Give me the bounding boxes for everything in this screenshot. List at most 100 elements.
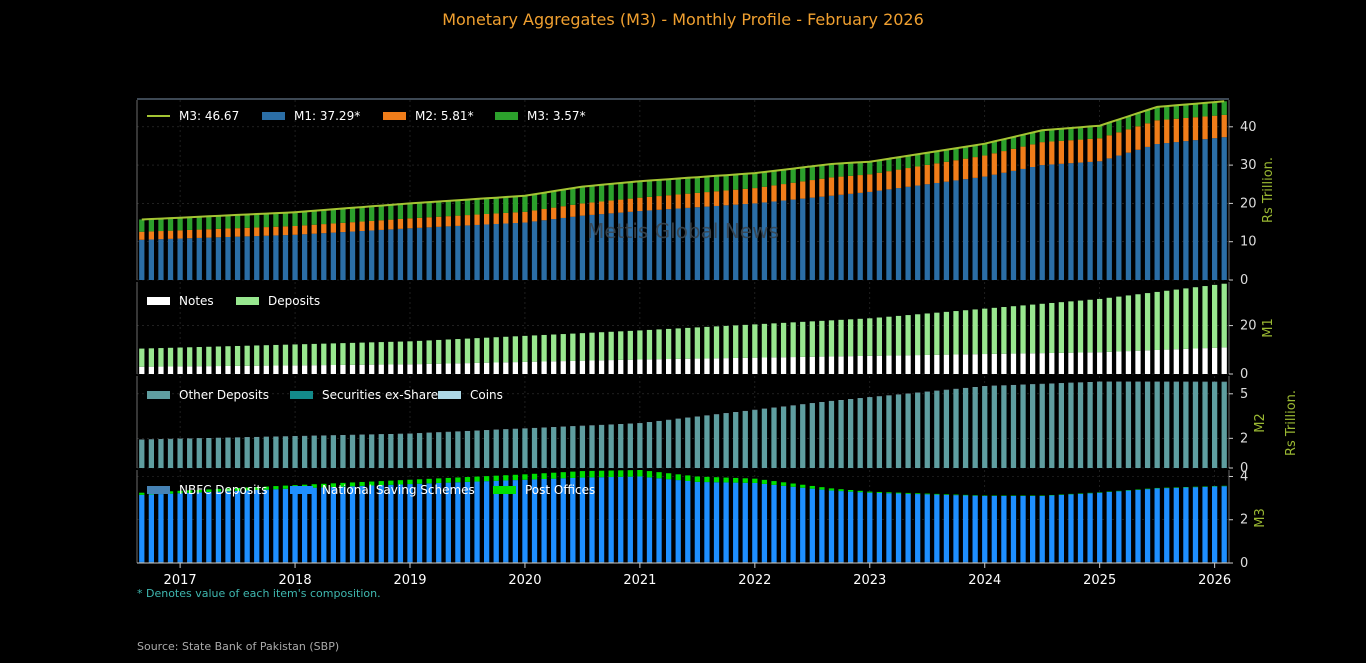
m3-bar-nss xyxy=(244,490,250,562)
m1-bar-notes xyxy=(1202,348,1208,374)
m3-bar-post_offices xyxy=(828,488,835,491)
m1-bar-notes xyxy=(206,366,212,374)
m3-bar-nss xyxy=(503,480,509,562)
m3_total-bar-m2 xyxy=(1192,117,1199,141)
m3-bar-nbfc xyxy=(876,561,883,563)
m3_total-bar-m2 xyxy=(1154,120,1160,145)
m3_total-bar-m2 xyxy=(694,192,701,208)
m3_total-bar-m2 xyxy=(445,216,451,227)
m3-bar-nss xyxy=(1125,490,1132,562)
m1-bar-deposits xyxy=(301,344,308,366)
m3-bar-post_offices xyxy=(694,476,701,482)
m1-bar-notes xyxy=(187,366,193,374)
m3_total-bar-m1 xyxy=(876,190,883,280)
m3_total-bar-m3 xyxy=(637,181,643,198)
m3_total-bar-m1 xyxy=(397,228,404,280)
m3-bar-post_offices xyxy=(196,489,202,493)
m3_total-bar-m1 xyxy=(1221,137,1227,280)
m1-bar-notes xyxy=(263,365,269,374)
m2-bar-other_deposits xyxy=(407,433,413,468)
m3-bar-nbfc xyxy=(378,561,384,563)
m3-bar-post_offices xyxy=(962,494,969,496)
m3-bar-post_offices xyxy=(656,472,662,479)
m3-bar-post_offices xyxy=(704,476,710,483)
m1-bar-deposits xyxy=(733,325,739,358)
m1-bar-notes xyxy=(991,353,997,374)
m3-bar-nbfc xyxy=(436,561,442,563)
m3_total-bar-m2 xyxy=(876,172,883,191)
m3-bar-nss xyxy=(1077,493,1084,562)
legend-swatch xyxy=(438,391,461,399)
m3-bar-nbfc xyxy=(321,561,327,563)
m1-bar-notes xyxy=(1173,349,1179,374)
m3_total-bar-m1 xyxy=(167,238,174,280)
m1-bar-deposits xyxy=(330,343,337,366)
m3_total-bar-m1 xyxy=(1087,161,1093,280)
m3-bar-post_offices xyxy=(139,492,145,495)
m3_total-bar-m1 xyxy=(474,224,480,280)
m3_total-bar-m2 xyxy=(867,174,873,192)
m2-bar-other_deposits xyxy=(234,437,241,468)
m2-bar-other_deposits xyxy=(1097,381,1103,468)
m1-bar-notes xyxy=(761,357,768,374)
m3-bar-nbfc xyxy=(483,561,490,563)
m3-bar-nbfc xyxy=(800,561,806,563)
legend-label: M2: 5.81* xyxy=(415,109,474,123)
m3-bar-post_offices xyxy=(905,492,911,494)
m1-bar-deposits xyxy=(244,345,250,366)
m3_total-bar-m1 xyxy=(464,225,471,280)
m3_total-bar-m2 xyxy=(1173,118,1179,143)
m2-bar-other_deposits xyxy=(953,389,959,468)
m3_total-bar-m3 xyxy=(857,162,863,176)
m3-bar-post_offices xyxy=(886,492,892,494)
m3-bar-nbfc xyxy=(1164,561,1170,563)
y-tick-label: 0 xyxy=(1240,461,1248,476)
m3_total-bar-m2 xyxy=(598,201,605,215)
m3-bar-nss xyxy=(924,494,930,562)
m3-bar-nbfc xyxy=(388,561,394,563)
m3-bar-nss xyxy=(551,478,557,562)
m3_total-bar-m3 xyxy=(752,173,758,189)
m3_total-bar-m1 xyxy=(1039,165,1045,280)
m3-bar-nbfc xyxy=(857,561,863,563)
m3-bar-post_offices xyxy=(167,491,174,494)
m3_total-bar-m1 xyxy=(1116,155,1122,280)
m3_total-bar-m3 xyxy=(704,176,710,193)
m1-bar-deposits xyxy=(656,329,662,360)
m3_total-bar-m3 xyxy=(139,219,145,232)
m3-bar-nbfc xyxy=(1020,561,1026,563)
m3_total-bar-m1 xyxy=(388,229,394,280)
x-tick-label: 2023 xyxy=(853,573,886,588)
m2-bar-other_deposits xyxy=(215,438,222,468)
m3-bar-nbfc xyxy=(397,561,404,563)
m1-bar-deposits xyxy=(847,319,854,357)
m2-bar-other_deposits xyxy=(273,436,279,468)
m3_total-bar-m2 xyxy=(282,226,289,236)
m2-bar-other_deposits xyxy=(972,387,978,468)
m2-bar-other_deposits xyxy=(503,429,509,468)
m3-bar-post_offices xyxy=(780,482,787,486)
m1-bar-notes xyxy=(1039,353,1045,374)
m1-bar-deposits xyxy=(1087,299,1093,353)
m3_total-bar-m3 xyxy=(694,177,701,193)
m3-total-line xyxy=(141,100,1225,221)
m3-bar-nbfc xyxy=(234,561,241,563)
m2-bar-other_deposits xyxy=(1211,382,1218,468)
m2-bar-other_deposits xyxy=(685,417,691,468)
m3-bar-nbfc xyxy=(723,561,729,563)
m3-bar-nss xyxy=(895,493,902,562)
m3_total-bar-m3 xyxy=(579,186,586,204)
m3-bar-nbfc xyxy=(704,561,710,563)
m3_total-bar-m1 xyxy=(972,177,978,280)
m3_total-bar-m3 xyxy=(187,217,193,230)
m3-bar-nbfc xyxy=(273,561,279,563)
m1-bar-deposits xyxy=(1154,291,1160,350)
m3-bar-nbfc xyxy=(1211,561,1218,563)
m3_total-bar-m3 xyxy=(665,179,672,196)
m3_total-bar-m3 xyxy=(589,185,595,203)
m3_total-bar-m2 xyxy=(1164,119,1170,144)
m1-bar-deposits xyxy=(790,322,796,358)
m3_total-bar-m3 xyxy=(206,216,212,230)
m1-bar-notes xyxy=(675,358,681,374)
